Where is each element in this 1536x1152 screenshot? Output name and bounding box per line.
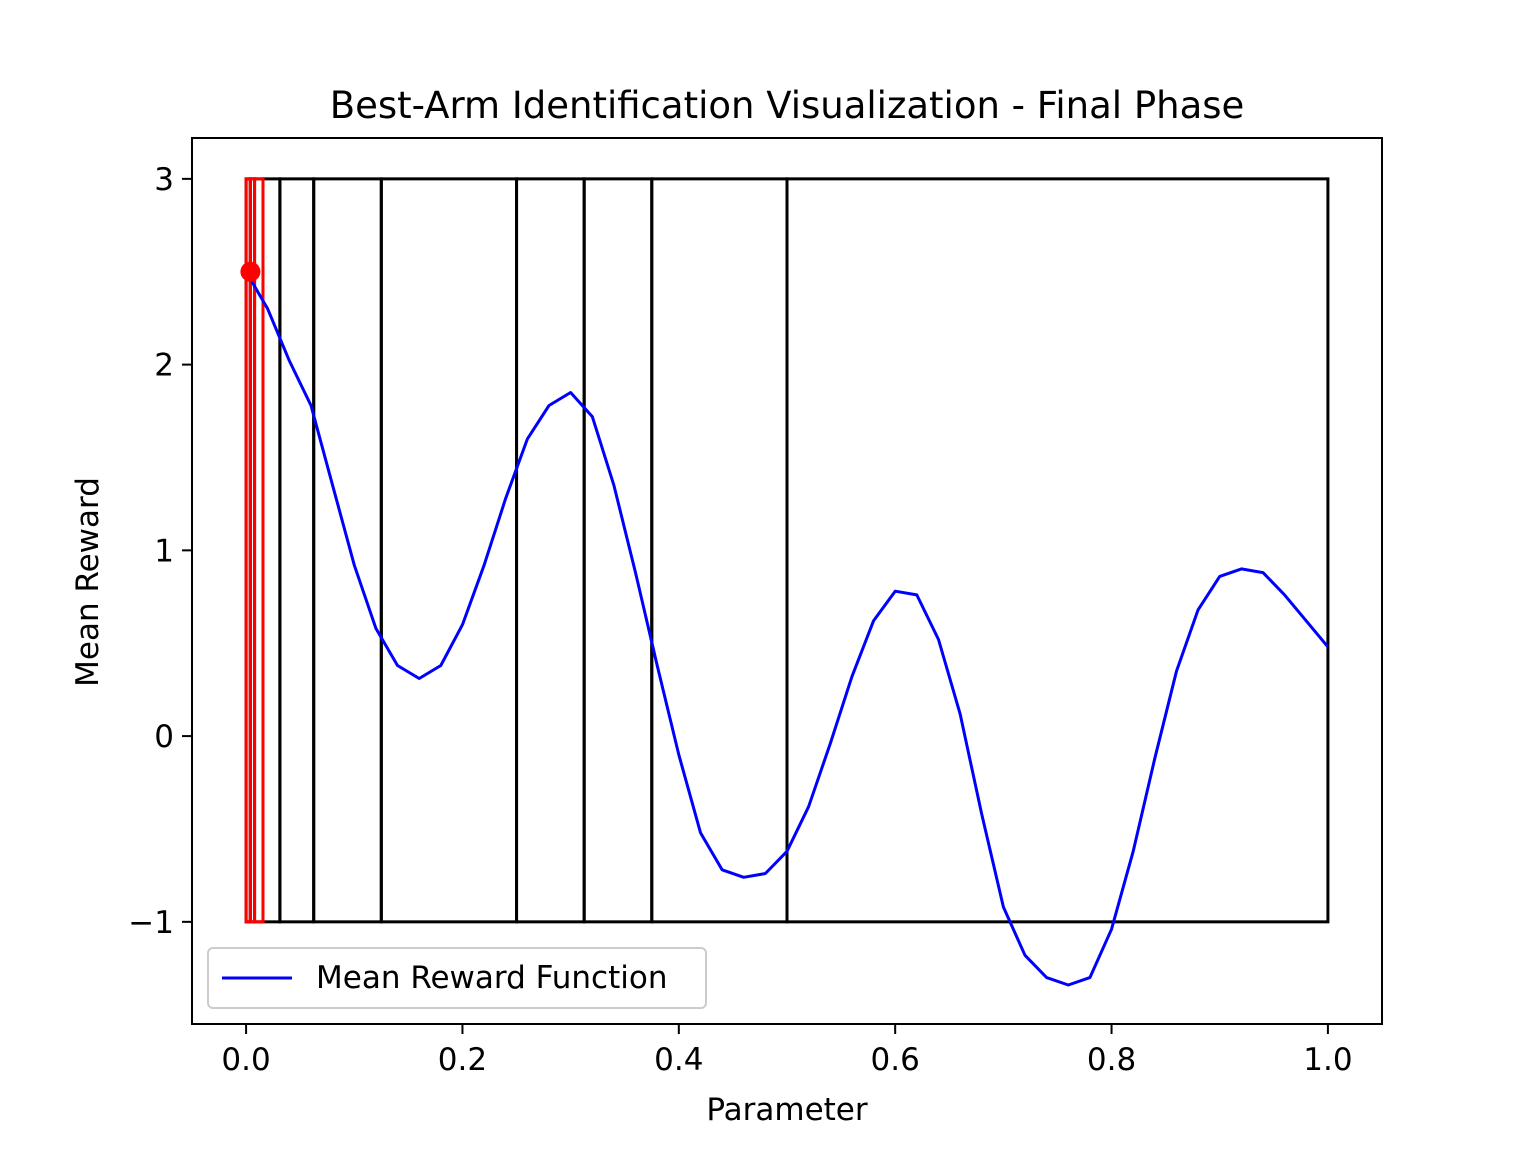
legend: Mean Reward Function (207, 947, 707, 1009)
arm-interval-rect (582, 177, 654, 924)
arm-interval-rect (278, 177, 316, 924)
x-axis-label: Parameter (706, 1092, 868, 1128)
series-layer (244, 270, 1330, 987)
arm-interval-rect (261, 177, 282, 924)
legend-box (207, 947, 707, 1009)
y-tick-label: 3 (154, 162, 174, 198)
legend-label-mean-reward: Mean Reward Function (316, 960, 667, 996)
chart-title: Best-Arm Identification Visualization - … (330, 84, 1245, 127)
x-tick-label: 0.0 (221, 1042, 270, 1078)
x-tick-label: 0.8 (1087, 1042, 1136, 1078)
arm-interval-rect (312, 177, 383, 924)
plot-frame (191, 137, 1383, 1025)
y-tick-label: −1 (128, 905, 174, 941)
y-tick-label: 1 (154, 533, 174, 569)
arm-interval-rect (650, 177, 789, 924)
x-axis: 0.0 0.2 0.4 0.6 0.8 1.0 (221, 1024, 1353, 1078)
y-axis: −1 0 1 2 3 (128, 162, 192, 941)
y-axis-label: Mean Reward (70, 477, 106, 687)
y-tick-label: 0 (154, 719, 174, 755)
best-point-layer (240, 261, 261, 282)
x-tick-label: 0.6 (871, 1042, 920, 1078)
best-arm-point (240, 261, 261, 282)
series-line-mean-reward (244, 270, 1330, 987)
best-arm-interval-rect (253, 177, 265, 924)
arm-interval-rect (785, 177, 1330, 924)
arm-intervals (244, 177, 1330, 924)
x-tick-label: 0.4 (654, 1042, 703, 1078)
y-tick-label: 2 (154, 348, 174, 384)
best-arm-intervals (244, 177, 265, 924)
arm-interval-rect (515, 177, 586, 924)
arm-interval-rect (379, 177, 519, 924)
x-tick-label: 1.0 (1303, 1042, 1352, 1078)
x-tick-label: 0.2 (438, 1042, 487, 1078)
